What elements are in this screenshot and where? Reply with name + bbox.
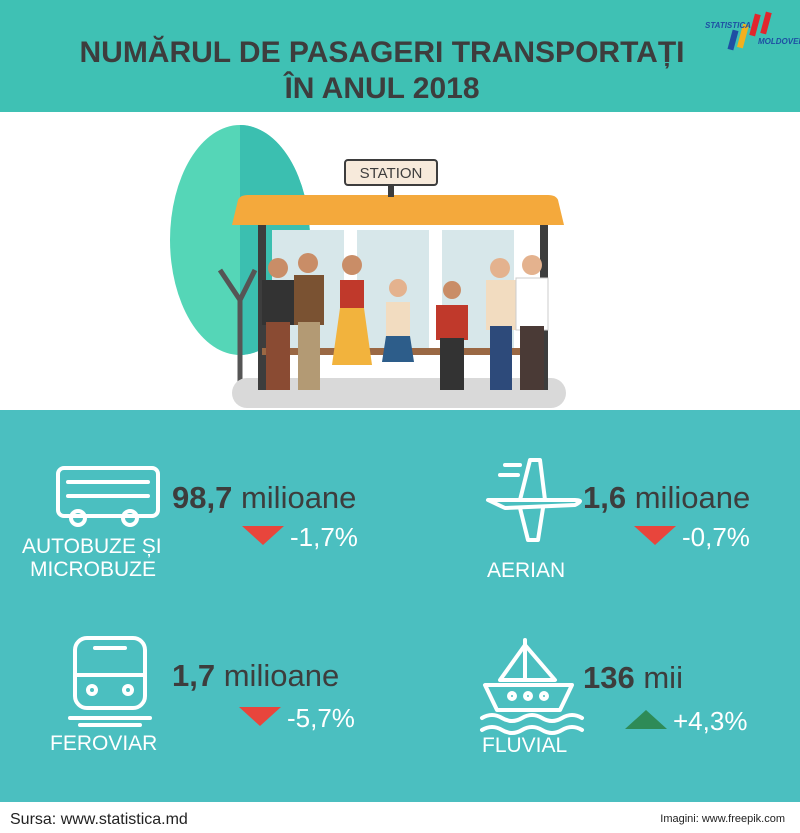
value-unit: milioane <box>224 658 339 693</box>
train-icon <box>68 636 152 727</box>
image-credit: Imagini: www.freepik.com <box>660 813 785 825</box>
value-number: 1,7 <box>172 658 215 693</box>
title-line: NUMĂRUL DE PASAGERI TRANSPORTAȚI <box>79 35 684 69</box>
value-number: 136 <box>583 660 635 695</box>
stat-label: AUTOBUZE ȘI <box>22 535 162 558</box>
stat-label: FEROVIAR <box>50 732 157 755</box>
logo-text: STATISTICA <box>705 21 751 30</box>
value-number: 98,7 <box>172 480 232 515</box>
value-unit: mii <box>643 660 683 695</box>
source: Sursa: www.statistica.md <box>10 811 188 828</box>
trend-down <box>239 707 281 726</box>
trend-down <box>242 526 284 545</box>
value-unit: milioane <box>635 480 750 515</box>
illustration: STATION <box>170 125 566 408</box>
stat-change: -1,7% <box>290 522 358 552</box>
stat-value: 1,6 milioane <box>583 480 750 515</box>
footer-bg <box>0 802 800 833</box>
stats-band <box>0 410 800 802</box>
stat-label: AERIAN <box>487 559 565 582</box>
trend-down <box>634 526 676 545</box>
stat-value: 1,7 milioane <box>172 658 339 693</box>
stat-value: 98,7 milioane <box>172 480 356 515</box>
sign-text: STATION <box>360 165 423 182</box>
stat-label: MICROBUZE <box>30 558 156 581</box>
value-unit: milioane <box>241 480 356 515</box>
stat-change: -0,7% <box>682 522 750 552</box>
title-line: ÎN ANUL 2018 <box>282 71 479 105</box>
stat-change: +4,3% <box>673 706 747 736</box>
value-number: 1,6 <box>583 480 626 515</box>
trend-up <box>625 710 667 729</box>
header-band <box>0 0 800 112</box>
stat-label: FLUVIAL <box>482 734 567 757</box>
boat-icon <box>480 638 584 735</box>
bus-icon <box>56 466 160 527</box>
logo: STATISTICA MOLDOVEI <box>705 11 800 51</box>
stat-value: 136 mii <box>583 660 683 695</box>
stat-change: -5,7% <box>287 703 355 733</box>
logo-text: MOLDOVEI <box>758 37 800 46</box>
plane-icon <box>486 458 582 542</box>
